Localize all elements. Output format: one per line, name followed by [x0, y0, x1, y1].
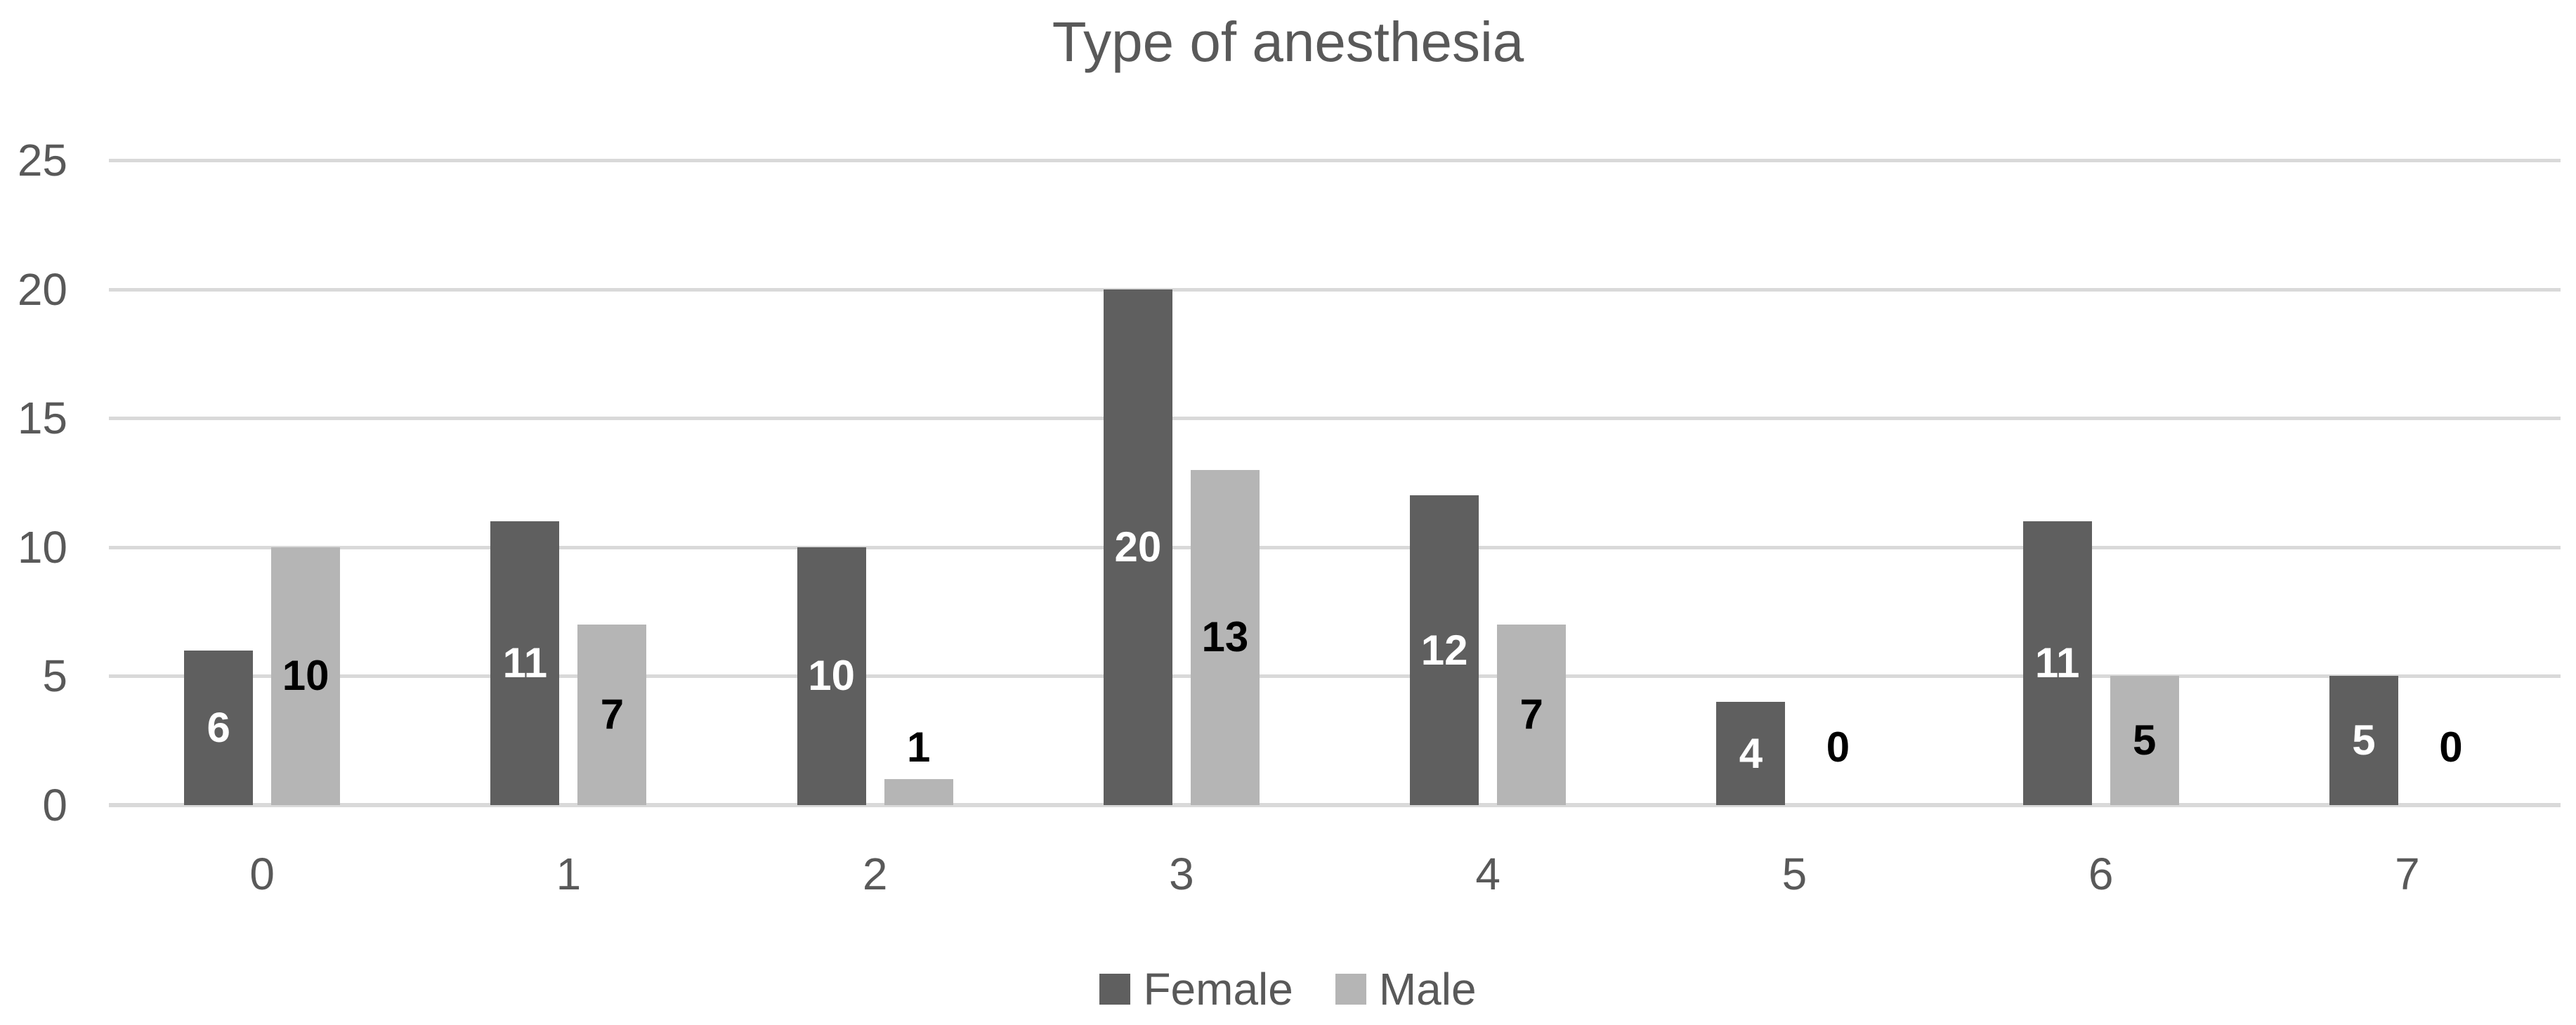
bar-male-category-1 [577, 624, 647, 805]
legend-label-male: Male [1378, 964, 1477, 1014]
data-label-male-category-7: 0 [2439, 724, 2463, 771]
data-label-male-category-5: 0 [1826, 724, 1850, 771]
gridline-y-0 [109, 803, 2561, 807]
bar-female-category-1 [490, 521, 560, 805]
gridline-y-20 [109, 287, 2561, 292]
y-axis-tick-label-25: 25 [17, 135, 67, 185]
y-axis-tick-label-5: 5 [42, 651, 67, 702]
chart-title: Type of anesthesia [1052, 11, 1524, 73]
data-label-male-category-1: 7 [600, 691, 625, 738]
y-axis-tick-label-10: 10 [17, 521, 67, 573]
bar-female-category-7 [2329, 676, 2398, 805]
bar-male-category-4 [1497, 624, 1567, 805]
gridline-y-25 [109, 159, 2561, 162]
legend: Female Male [0, 967, 2576, 1012]
data-label-female-category-0: 6 [207, 703, 230, 751]
legend-label-female: Female [1143, 964, 1293, 1014]
x-axis-category-label-6: 6 [2088, 849, 2114, 899]
legend-item-female: Female [1099, 967, 1293, 1012]
legend-swatch-male-icon [1335, 974, 1366, 1005]
data-label-male-category-4: 7 [1519, 691, 1543, 738]
bar-female-category-0 [184, 650, 254, 805]
data-label-male-category-2: 1 [906, 724, 931, 771]
data-label-female-category-4: 12 [1420, 626, 1468, 674]
bar-male-category-0 [271, 547, 341, 805]
x-axis-category-label-2: 2 [862, 849, 888, 899]
data-label-female-category-3: 20 [1114, 523, 1162, 570]
bar-female-category-3 [1103, 289, 1172, 805]
data-label-male-category-3: 13 [1201, 613, 1249, 661]
x-axis-category-label-0: 0 [249, 849, 275, 899]
bar-female-category-2 [797, 547, 866, 805]
data-label-male-category-0: 10 [282, 652, 329, 700]
data-label-female-category-6: 11 [2034, 639, 2080, 687]
gridline-y-15 [109, 417, 2561, 421]
bar-male-category-6 [2110, 676, 2179, 805]
bar-male-category-3 [1190, 469, 1260, 805]
gridline-y-10 [109, 545, 2561, 549]
x-axis-category-label-5: 5 [1781, 849, 1807, 899]
bar-female-category-6 [2022, 521, 2092, 805]
bar-female-category-4 [1410, 495, 1479, 805]
x-axis-category-label-3: 3 [1169, 849, 1194, 899]
y-axis-tick-label-0: 0 [42, 780, 67, 830]
x-axis-category-label-1: 1 [556, 849, 582, 899]
legend-swatch-female-icon [1099, 974, 1131, 1005]
data-label-female-category-1: 11 [502, 639, 548, 687]
gridline-y-5 [109, 674, 2561, 679]
y-axis-tick-label-20: 20 [17, 263, 67, 315]
data-label-female-category-5: 4 [1739, 729, 1763, 777]
data-label-male-category-6: 5 [2132, 717, 2157, 764]
bar-male-category-2 [884, 779, 953, 805]
data-label-female-category-7: 5 [2352, 717, 2376, 764]
data-label-female-category-2: 10 [808, 652, 855, 700]
x-axis-category-label-4: 4 [1475, 849, 1501, 899]
bar-female-category-5 [1716, 702, 1786, 805]
y-axis-tick-label-15: 15 [17, 393, 67, 444]
legend-item-male: Male [1335, 967, 1477, 1012]
x-axis-category-label-7: 7 [2395, 849, 2420, 899]
